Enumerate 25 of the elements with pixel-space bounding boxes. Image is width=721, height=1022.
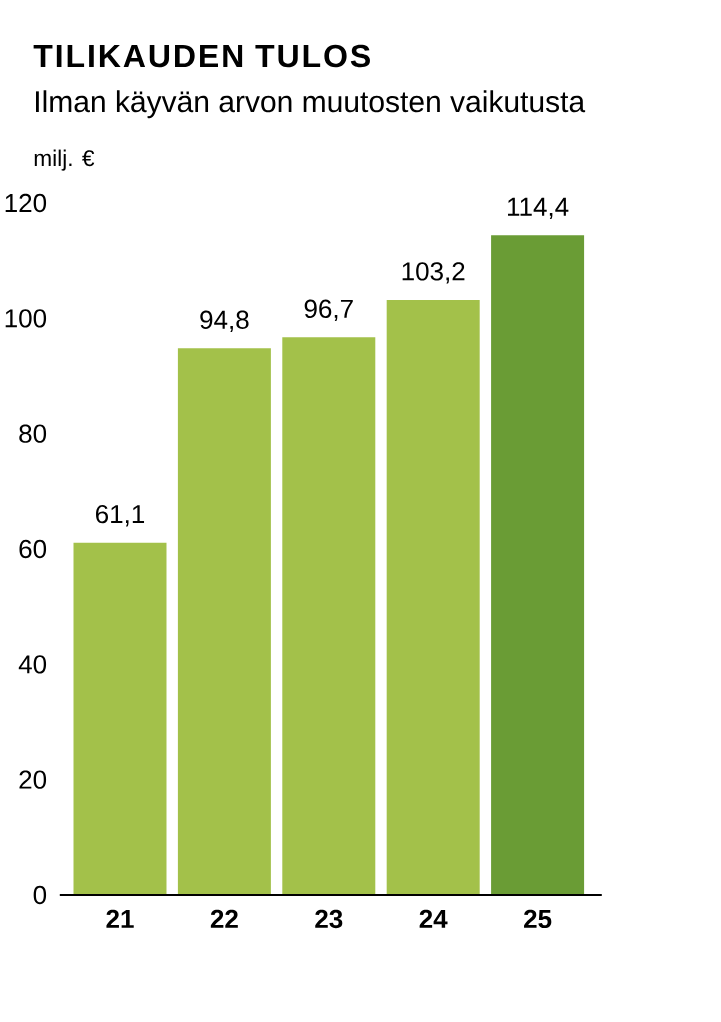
data-label: 103,2 [402,262,465,284]
bar [73,542,167,895]
data-label: 114,4 [508,197,569,220]
x-tick-label: 23 [315,909,343,929]
bar [177,348,271,895]
data-label: 94,8 [200,310,249,333]
bar [491,235,585,895]
bar [282,337,376,895]
bar [386,299,480,895]
x-tick-label: 24 [419,909,448,928]
y-tick-label: 60 [19,539,47,559]
x-tick-label: 22 [210,909,238,928]
x-tick-label: 21 [106,909,134,928]
chart-title: TILIKAUDEN TULOS [33,44,370,68]
y-axis-title: milj. € [34,149,95,171]
y-tick-label: 20 [19,770,47,789]
data-label: 96,7 [304,299,353,322]
chart-subtitle: Ilman käyvän arvon muutosten vaikutusta [36,90,586,119]
y-tick-label: 80 [19,424,47,443]
y-tick-label: 40 [18,655,47,674]
data-label: 61,1 [96,504,145,527]
y-tick-label: 100 [5,309,47,328]
y-tick-label: 120 [5,193,47,213]
y-tick-label: 0 [33,885,47,905]
x-tick-label: 25 [524,909,552,929]
